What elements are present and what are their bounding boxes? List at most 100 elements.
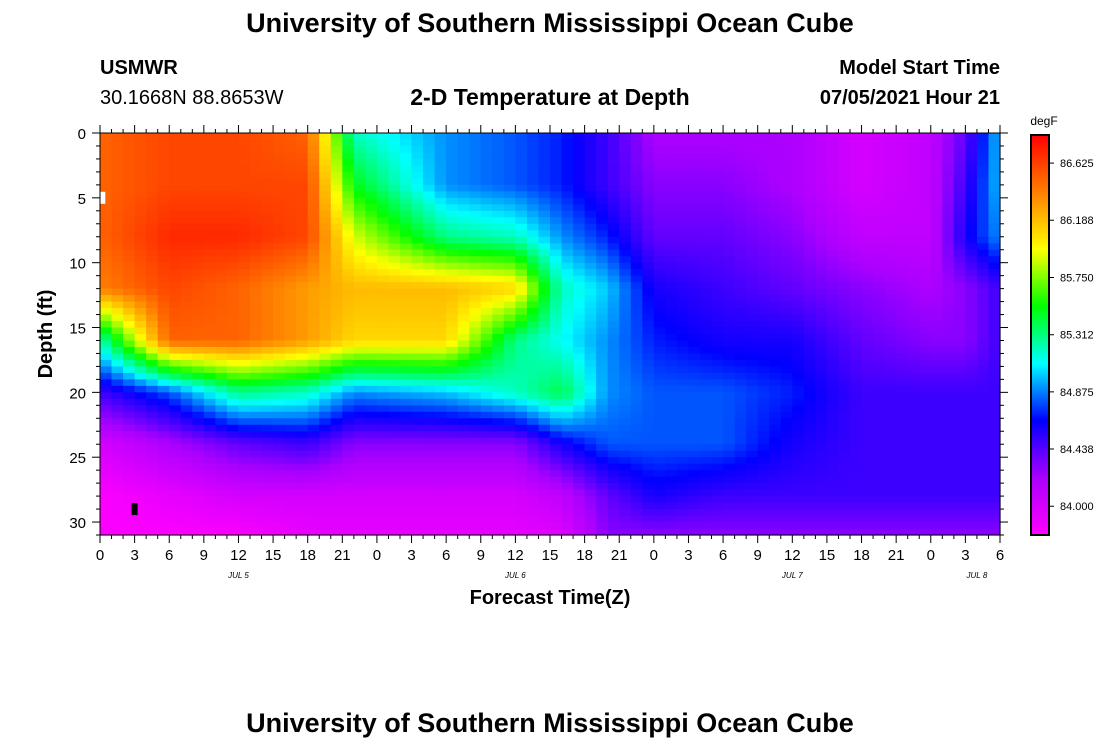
heatmap-cell (838, 256, 851, 264)
heatmap-cell (850, 522, 863, 530)
heatmap-cell (146, 301, 159, 309)
heatmap-cell (123, 210, 136, 218)
heatmap-cell (457, 340, 470, 348)
heatmap-cell (642, 444, 655, 452)
heatmap-cell (123, 450, 136, 458)
heatmap-cell (953, 236, 966, 244)
heatmap-cell (942, 437, 955, 445)
heatmap-cell (526, 502, 540, 510)
heatmap-cell (619, 275, 632, 283)
heatmap-cell (296, 379, 309, 387)
heatmap-cell (180, 262, 193, 270)
heatmap-cell (711, 223, 724, 231)
heatmap-cell (803, 379, 816, 387)
heatmap-cell (134, 139, 147, 147)
heatmap-cell (515, 528, 528, 536)
heatmap-cell (861, 411, 874, 419)
heatmap-cell (250, 223, 263, 231)
heatmap-cell (619, 398, 632, 406)
heatmap-cell (688, 197, 701, 205)
heatmap-cell (561, 457, 574, 465)
heatmap-cell (180, 269, 193, 277)
heatmap-cell (850, 243, 863, 251)
heatmap-cell (930, 158, 943, 167)
heatmap-cell (769, 359, 782, 368)
heatmap-cell (861, 496, 874, 504)
heatmap-cell (769, 314, 782, 322)
heatmap-cell (192, 314, 205, 322)
heatmap-cell (711, 509, 724, 517)
heatmap-cell (538, 308, 551, 316)
heatmap-cell (134, 528, 147, 536)
heatmap-cell (584, 152, 597, 160)
heatmap-cell (330, 522, 343, 530)
heatmap-cell (561, 463, 574, 471)
heatmap-cell (988, 236, 1001, 244)
heatmap-cell (146, 133, 159, 141)
heatmap-cell (215, 145, 228, 154)
heatmap-cell (376, 379, 390, 387)
heatmap-cell (803, 334, 816, 342)
heatmap-cell (607, 139, 620, 147)
heatmap-cell (123, 165, 136, 173)
heatmap-cell (769, 197, 782, 205)
heatmap-cell (850, 197, 863, 205)
heatmap-cell (953, 418, 966, 426)
heatmap-cell (988, 411, 1001, 419)
heatmap-cell (423, 515, 436, 523)
heatmap-cell (100, 243, 113, 251)
heatmap-cell (792, 515, 805, 523)
heatmap-cell (538, 515, 551, 523)
heatmap-cell (457, 282, 470, 290)
heatmap-cell (434, 321, 447, 329)
heatmap-cell (619, 444, 632, 452)
heatmap-cell (157, 139, 170, 147)
heatmap-cell (261, 243, 274, 251)
heatmap-cell (342, 249, 355, 257)
heatmap-cell (388, 210, 401, 218)
heatmap-cell (123, 295, 136, 303)
heatmap-cell (769, 431, 782, 439)
heatmap-cell (180, 178, 193, 186)
heatmap-cell (746, 496, 759, 504)
heatmap-cell (850, 424, 863, 432)
heatmap-cell (919, 139, 932, 147)
heatmap-cell (388, 457, 401, 465)
heatmap-cell (203, 301, 216, 309)
heatmap-cell (180, 133, 193, 141)
heatmap-cell (711, 301, 724, 309)
heatmap-cell (953, 385, 966, 393)
heatmap-cell (319, 405, 332, 413)
heatmap-cell (457, 321, 470, 329)
heatmap-cell (226, 191, 240, 199)
heatmap-cell (676, 476, 690, 484)
heatmap-cell (411, 171, 424, 179)
heatmap-cell (284, 346, 297, 355)
heatmap-cell (526, 178, 540, 186)
heatmap-cell (769, 418, 782, 426)
heatmap-cell (850, 178, 863, 186)
heatmap-cell (284, 236, 297, 244)
heatmap-cell (146, 197, 159, 205)
heatmap-cell (157, 223, 170, 231)
heatmap-cell (515, 515, 528, 523)
heatmap-cell (965, 139, 978, 147)
heatmap-cell (769, 379, 782, 387)
heatmap-cell (388, 463, 401, 471)
heatmap-cell (792, 327, 805, 335)
heatmap-cell (284, 210, 297, 218)
heatmap-cell (480, 308, 493, 316)
heatmap-cell (192, 262, 205, 270)
heatmap-cell (607, 444, 620, 452)
heatmap-cell (388, 204, 401, 212)
heatmap-cell (538, 470, 551, 478)
heatmap-cell (157, 528, 170, 536)
heatmap-cell (503, 204, 516, 212)
heatmap-cell (953, 489, 966, 497)
heatmap-cell (192, 327, 205, 335)
heatmap-cell (757, 184, 770, 192)
heatmap-cell (757, 366, 770, 374)
heatmap-cell (826, 133, 840, 141)
heatmap-cell (561, 411, 574, 419)
heatmap-cell (826, 392, 840, 400)
